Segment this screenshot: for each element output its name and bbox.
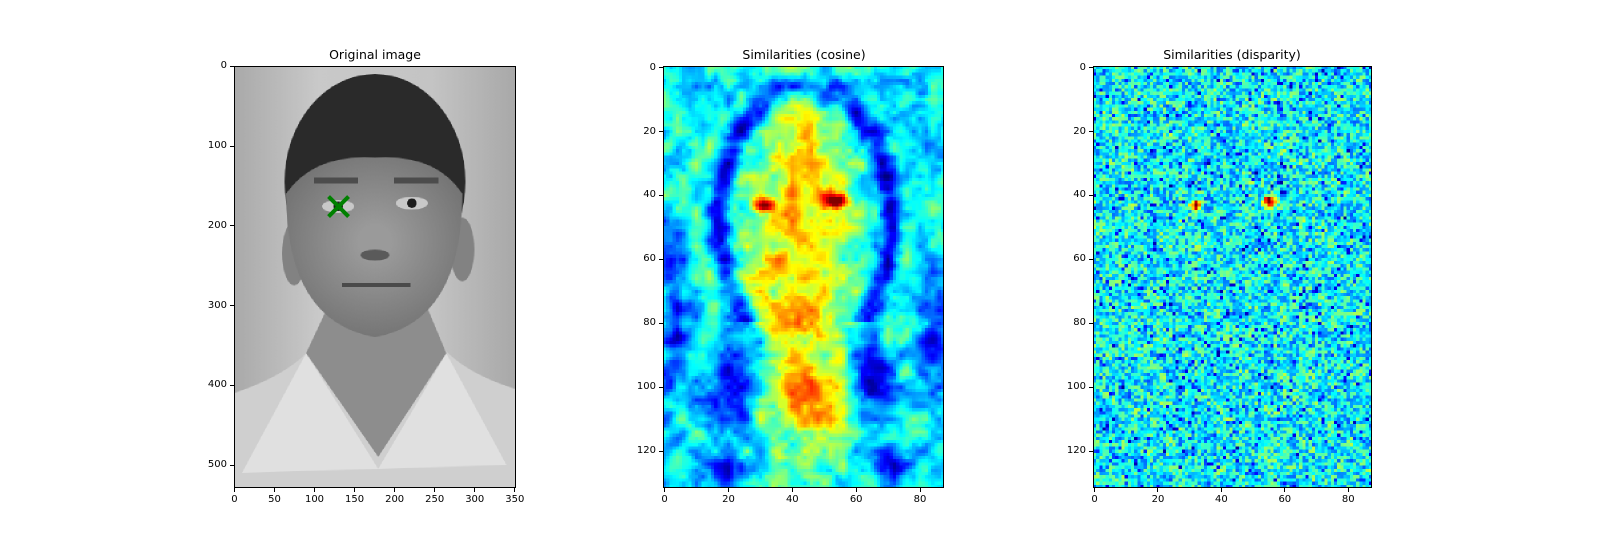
y-tick-label: 200	[207, 219, 227, 231]
disparity-similarity-heatmap	[1093, 66, 1372, 488]
x-tick-label: 0	[231, 494, 238, 505]
x-tick	[1220, 488, 1222, 492]
y-tick	[1089, 258, 1093, 260]
x-tick-label: 20	[1151, 494, 1165, 505]
x-tick	[727, 488, 729, 492]
x-tick	[1347, 488, 1349, 492]
y-tick-label: 40	[643, 189, 656, 201]
x-tick-label: 150	[345, 494, 365, 505]
y-tick-label: 120	[1066, 445, 1086, 457]
x-tick	[791, 488, 793, 492]
y-tick	[1089, 194, 1093, 196]
x-tick-label: 300	[465, 494, 485, 505]
y-tick-label: 100	[207, 140, 227, 152]
y-tick-label: 0	[649, 61, 656, 73]
x-tick-label: 50	[268, 494, 281, 505]
x-tick	[273, 488, 275, 492]
cosine-similarity-heatmap	[663, 66, 944, 488]
y-tick-label: 0	[1079, 61, 1086, 73]
x-tick	[434, 488, 436, 492]
y-tick-label: 80	[643, 317, 656, 329]
y-tick	[230, 464, 234, 466]
title-cosine: Similarities (cosine)	[742, 47, 866, 62]
y-tick	[1089, 131, 1093, 133]
y-tick	[659, 450, 663, 452]
y-tick-label: 400	[207, 379, 227, 391]
y-tick-label: 20	[643, 125, 656, 137]
x-tick	[855, 488, 857, 492]
y-tick	[1089, 450, 1093, 452]
x-tick	[514, 488, 516, 492]
y-tick	[659, 131, 663, 133]
x-tick-label: 350	[505, 494, 525, 505]
x-tick	[919, 488, 921, 492]
y-tick-label: 100	[636, 381, 656, 393]
title-original: Original image	[329, 47, 421, 62]
x-tick-label: 100	[304, 494, 325, 505]
y-tick	[659, 258, 663, 260]
y-tick	[230, 305, 234, 307]
original-face-image	[234, 66, 516, 488]
y-tick-label: 100	[1066, 381, 1086, 393]
x-tick-label: 40	[785, 494, 799, 505]
query-point-x-marker	[327, 195, 350, 219]
x-tick	[664, 488, 666, 492]
y-tick-label: 60	[1073, 253, 1086, 265]
x-tick-label: 0	[1091, 494, 1098, 505]
y-tick	[230, 225, 234, 227]
y-tick	[659, 194, 663, 196]
x-tick-label: 40	[1215, 494, 1228, 505]
title-disparity: Similarities (disparity)	[1163, 47, 1301, 62]
y-tick-label: 120	[636, 445, 656, 457]
y-tick	[659, 67, 663, 69]
x-tick	[354, 488, 356, 492]
y-tick-label: 500	[207, 459, 227, 471]
y-tick-label: 40	[1073, 189, 1086, 201]
y-tick	[230, 145, 234, 147]
y-tick	[230, 384, 234, 386]
y-tick	[659, 386, 663, 388]
y-tick-label: 80	[1073, 317, 1086, 329]
x-tick-label: 80	[1341, 494, 1355, 505]
y-tick-label: 60	[643, 253, 656, 265]
x-tick	[1094, 488, 1096, 492]
x-tick	[394, 488, 396, 492]
y-tick-label: 20	[1073, 125, 1086, 137]
x-tick-label: 0	[661, 494, 668, 505]
x-tick	[1157, 488, 1159, 492]
x-tick	[474, 488, 476, 492]
y-tick	[1089, 322, 1093, 324]
y-tick	[230, 65, 234, 67]
x-tick	[314, 488, 315, 492]
y-tick-label: 300	[207, 299, 227, 311]
x-tick-label: 250	[425, 494, 445, 505]
x-tick	[1284, 488, 1286, 492]
x-tick-label: 60	[849, 494, 863, 505]
y-tick	[659, 322, 663, 324]
y-tick-label: 0	[220, 60, 227, 72]
x-tick-label: 200	[385, 494, 405, 505]
x-tick-label: 80	[913, 494, 927, 505]
y-tick	[1089, 386, 1093, 388]
x-tick-label: 20	[722, 494, 735, 505]
y-tick	[1089, 67, 1093, 69]
x-tick-label: 60	[1278, 494, 1292, 505]
x-tick	[233, 488, 235, 492]
